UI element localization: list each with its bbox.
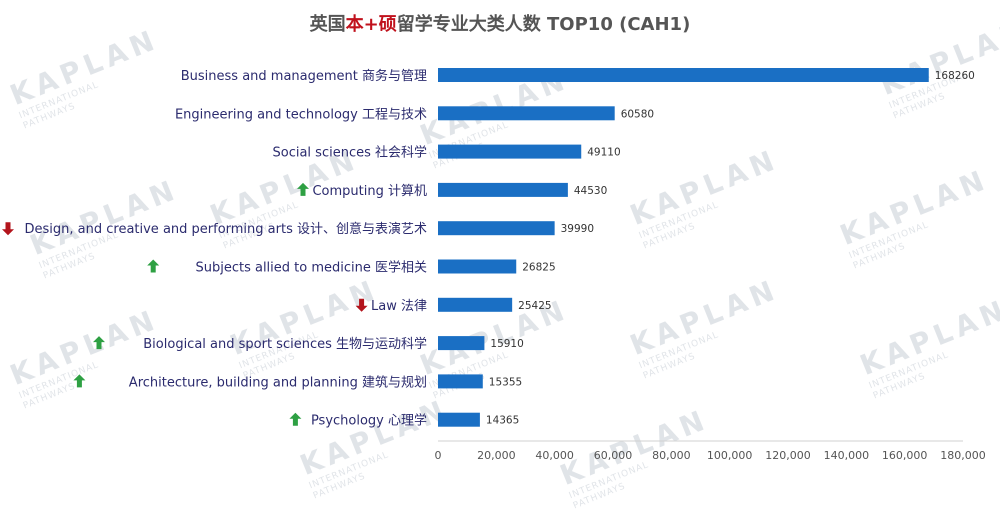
bar (438, 106, 615, 121)
bar-chart: 168260 Business and management 商务与管理 60580… (2, 68, 986, 462)
category-label: Design, and creative and performing arts… (25, 221, 428, 237)
arrow-up-icon (289, 412, 302, 426)
bar (438, 221, 555, 236)
category-label: Business and management 商务与管理 (181, 68, 427, 84)
x-tick-label: 100,000 (707, 449, 753, 462)
arrow-up-icon (73, 374, 86, 388)
x-tick-label: 0 (435, 449, 442, 462)
category-label: Engineering and technology 工程与技术 (175, 107, 427, 122)
category-label: Biological and sport sciences 生物与运动科学 (143, 336, 427, 352)
chart-title: 英国本+硕留学专业大类人数 TOP10 (CAH1) (0, 10, 1000, 36)
arrow-down-icon (2, 222, 14, 236)
data-label: 15355 (489, 376, 522, 388)
x-tick-label: 120,000 (765, 449, 811, 462)
arrow-down-icon (355, 298, 368, 312)
data-label: 15910 (490, 338, 523, 350)
category-label: Law 法律 (371, 299, 427, 314)
arrow-up-icon (147, 259, 160, 273)
category-label: Psychology 心理学 (311, 413, 427, 429)
arrow-up-icon (93, 336, 105, 350)
data-label: 49110 (587, 147, 620, 159)
bar (438, 412, 480, 427)
bar (438, 297, 513, 312)
bar (438, 182, 568, 197)
title-part-1: 英国 (309, 14, 346, 35)
data-label: 60580 (621, 108, 654, 120)
title-highlight: 本+硕 (345, 14, 397, 35)
x-tick-label: 180,000 (940, 449, 986, 462)
x-tick-label: 60,000 (594, 449, 633, 462)
bar (438, 336, 485, 351)
category-label: Architecture, building and planning 建筑与规… (129, 374, 427, 390)
category-label: Subjects allied to medicine 医学相关 (195, 260, 427, 276)
data-label: 25425 (518, 300, 551, 312)
x-tick-label: 160,000 (882, 449, 928, 462)
x-tick-label: 20,000 (477, 449, 516, 462)
bar (438, 68, 929, 82)
x-tick-label: 80,000 (652, 449, 691, 462)
category-label: Social sciences 社会科学 (273, 145, 428, 161)
category-label: Computing 计算机 (312, 184, 427, 199)
data-label: 168260 (935, 70, 975, 82)
data-label: 39990 (561, 223, 594, 235)
bar (438, 144, 582, 159)
x-tick-label: 140,000 (824, 449, 870, 462)
data-label: 44530 (574, 185, 607, 197)
data-label: 26825 (522, 262, 555, 274)
data-label: 14365 (486, 415, 519, 427)
arrow-up-icon (297, 182, 309, 196)
bar (438, 259, 517, 274)
x-tick-label: 40,000 (535, 449, 574, 462)
bar (438, 374, 483, 389)
title-part-2: 留学专业大类人数 TOP10 (CAH1) (396, 14, 691, 35)
